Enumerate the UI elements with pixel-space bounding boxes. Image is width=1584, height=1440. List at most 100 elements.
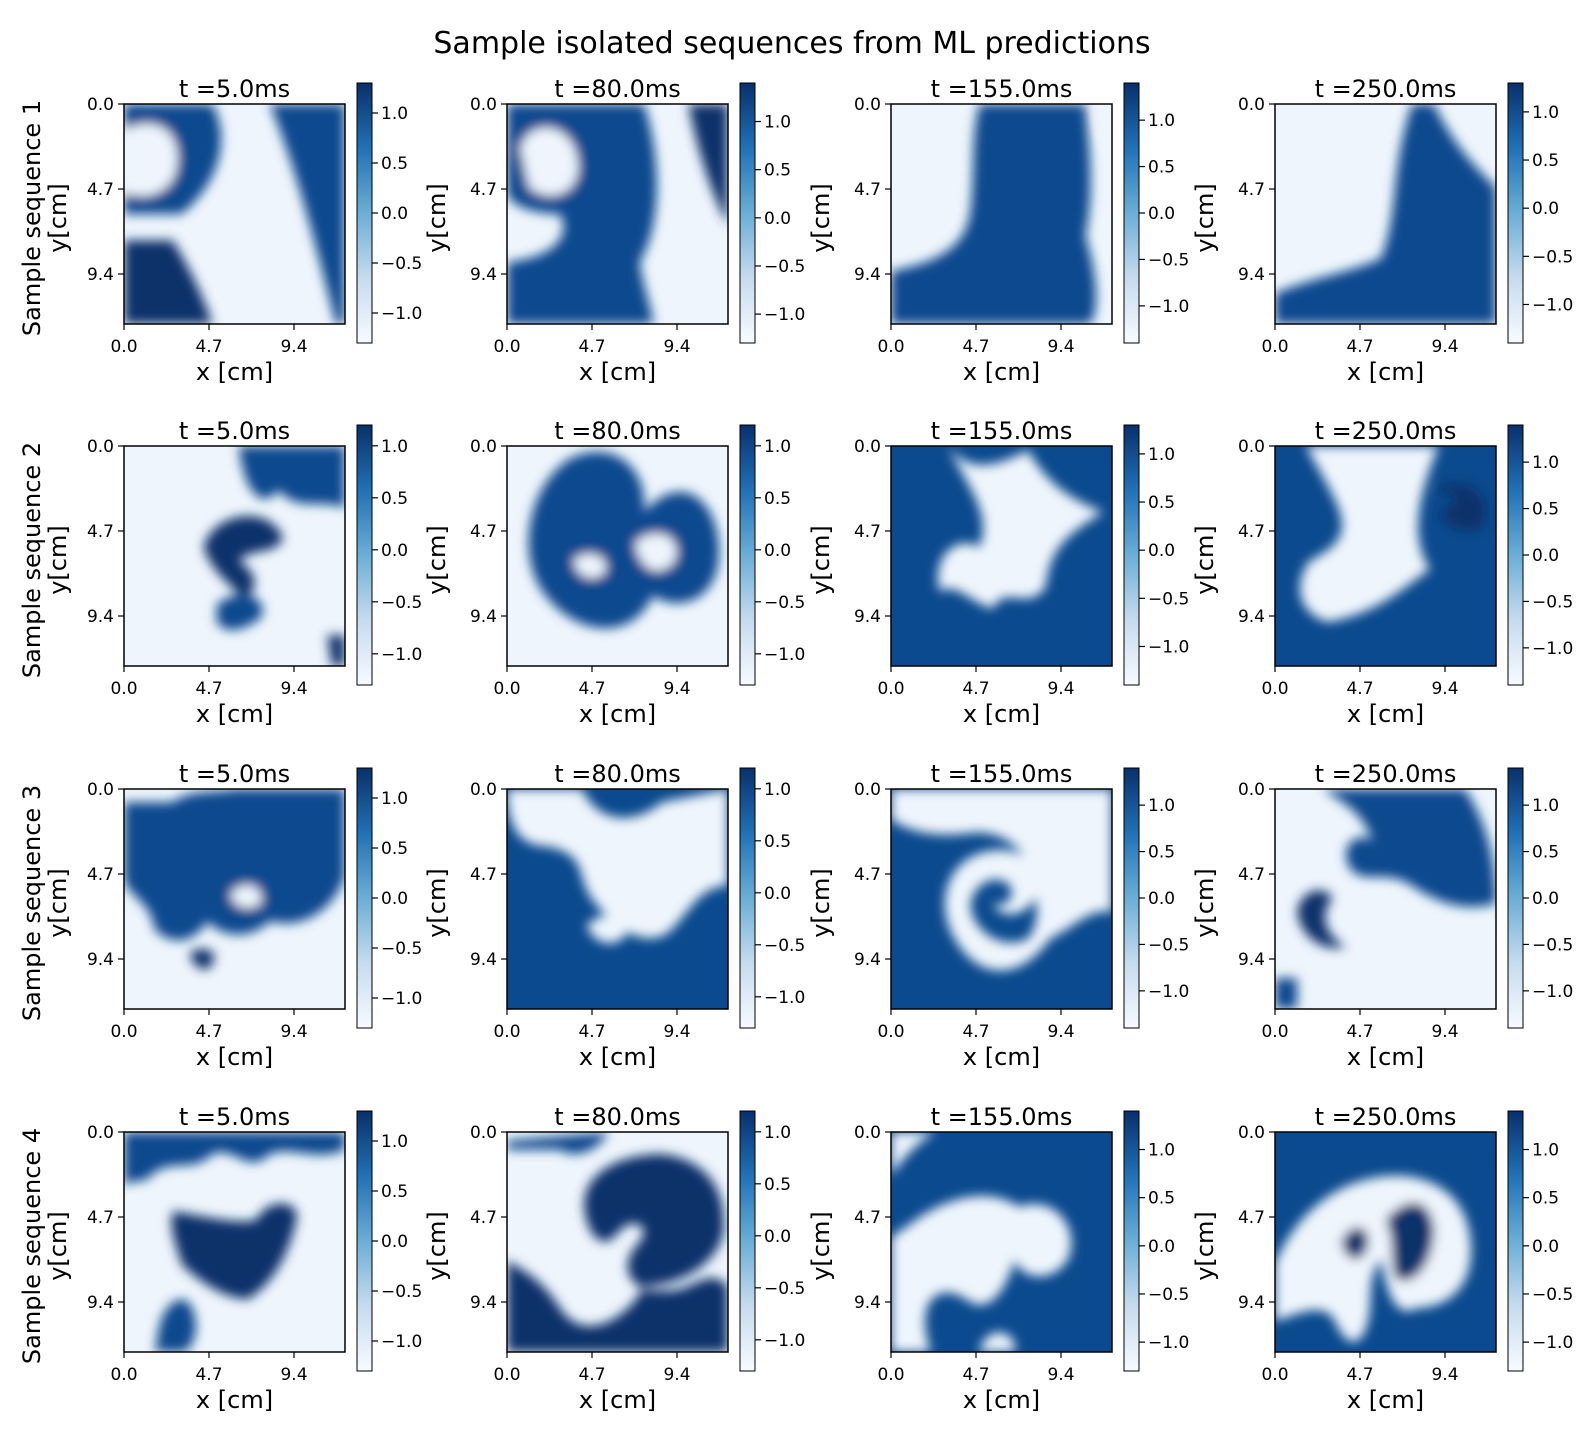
light-region (230, 885, 262, 908)
dense-region (216, 595, 263, 630)
x-tick-label: 0.0 (110, 679, 137, 699)
panel-title: t =80.0ms (554, 417, 680, 445)
colorbar-tick-label: −0.5 (1532, 935, 1573, 955)
colorbar (739, 424, 756, 686)
y-tick-label: 4.7 (87, 1208, 114, 1228)
y-tick-label: 0.0 (1238, 1123, 1265, 1143)
light-region (573, 554, 607, 578)
dense-region (1434, 483, 1486, 531)
colorbar (739, 1110, 756, 1372)
colorbar (356, 424, 373, 686)
colorbar-tick-label: −0.5 (764, 936, 805, 956)
panel-r4-c1: t =5.0ms 0.0 4.7 9.4 0.0 4.7 9.4 x [cm] y[cm] 1.0… (44, 1103, 422, 1414)
colorbar-tick-label: −0.5 (381, 939, 422, 959)
colorbar-tick-label: 1.0 (381, 789, 408, 809)
y-tick-label: 4.7 (854, 865, 881, 885)
panel-r4-c3: t =155.0ms 0.0 4.7 9.4 0.0 4.7 9.4 x [cm] y[cm] 1… (807, 1103, 1189, 1414)
colorbar-tick-label: 0.5 (381, 1182, 408, 1202)
panel-title: t =250.0ms (1315, 417, 1457, 445)
colorbar-tick-label: −0.5 (1148, 589, 1189, 609)
colorbar-tick-label: −1.0 (764, 988, 805, 1008)
x-tick-label: 4.7 (578, 337, 605, 357)
heatmap-field (1275, 104, 1496, 324)
light-region (1300, 446, 1439, 622)
x-tick-label: 0.0 (1261, 679, 1288, 699)
x-tick-label: 9.4 (1431, 337, 1458, 357)
colorbar-tick-label: 0.5 (1148, 158, 1175, 178)
x-tick-label: 4.7 (195, 1022, 222, 1042)
x-axis-label: x [cm] (579, 358, 656, 386)
y-tick-label: 9.4 (1238, 265, 1265, 285)
panel-title: t =155.0ms (931, 1103, 1073, 1131)
colorbar-tick-label: 0.0 (381, 1232, 408, 1252)
colorbar-tick-label: −1.0 (381, 989, 422, 1009)
dense-region (269, 104, 345, 324)
x-tick-label: 0.0 (877, 1022, 904, 1042)
y-tick-label: 9.4 (1238, 950, 1265, 970)
x-tick-label: 4.7 (962, 1365, 989, 1385)
colorbar-tick-label: −1.0 (1532, 639, 1573, 659)
x-tick-label: 9.4 (663, 679, 690, 699)
axes-frame (890, 788, 1113, 1010)
y-tick-label: 4.7 (470, 1208, 497, 1228)
colorbar (1507, 767, 1524, 1029)
colorbar-tick-label: −1.0 (764, 645, 805, 665)
colorbar (739, 767, 756, 1029)
x-tick-label: 4.7 (1346, 1022, 1373, 1042)
colorbar-tick-label: 0.0 (381, 889, 408, 909)
colorbar (1123, 767, 1140, 1029)
y-axis-label: y[cm] (423, 1211, 451, 1281)
y-tick-label: 9.4 (87, 1293, 114, 1313)
panel-r3-c2: t =80.0ms 0.0 4.7 9.4 0.0 4.7 9.4 x [cm] y[cm] 1.… (423, 760, 805, 1071)
dense-region (327, 635, 345, 666)
colorbar-tick-label: 1.0 (1532, 1141, 1559, 1161)
colorbar-tick-label: −1.0 (381, 645, 422, 665)
x-axis-label: x [cm] (963, 1386, 1040, 1414)
x-tick-label: 9.4 (1431, 679, 1458, 699)
panel-r1-c3: t =155.0ms 0.0 4.7 9.4 0.0 4.7 9.4 x [cm] y[cm] 1… (807, 75, 1189, 386)
x-tick-label: 0.0 (877, 679, 904, 699)
x-tick-label: 4.7 (195, 1365, 222, 1385)
dense-region (1275, 104, 1496, 324)
light-region (891, 1132, 936, 1176)
x-tick-label: 9.4 (1047, 337, 1074, 357)
y-axis-label: y[cm] (807, 868, 835, 938)
colorbar-tick-label: 1.0 (764, 437, 791, 457)
colorbar-tick-label: 0.0 (1532, 546, 1559, 566)
axes-frame (1274, 1131, 1497, 1353)
colorbar-tick-label: −1.0 (1148, 1333, 1189, 1353)
x-tick-label: 0.0 (1261, 1365, 1288, 1385)
heatmap-field (124, 104, 345, 324)
y-axis-label: y[cm] (44, 525, 72, 595)
dense-region (1297, 890, 1346, 949)
panel-r2-c3: t =155.0ms 0.0 4.7 9.4 0.0 4.7 9.4 x [cm] y[cm] 1… (807, 417, 1189, 728)
y-tick-label: 4.7 (470, 865, 497, 885)
colorbar-tick-label: 0.0 (764, 1227, 791, 1247)
colorbar-tick-label: 0.5 (1532, 1189, 1559, 1209)
y-tick-label: 4.7 (1238, 180, 1265, 200)
y-axis-label: y[cm] (807, 183, 835, 253)
dense-region (688, 104, 728, 225)
x-tick-label: 4.7 (578, 679, 605, 699)
panel-title: t =250.0ms (1315, 1103, 1457, 1131)
x-axis-label: x [cm] (196, 1043, 273, 1071)
light-region (1098, 104, 1112, 148)
axes-frame (123, 788, 346, 1010)
colorbar-tick-label: −1.0 (764, 305, 805, 325)
colorbar-tick-label: −1.0 (764, 1331, 805, 1351)
x-tick-label: 9.4 (663, 1022, 690, 1042)
x-axis-label: x [cm] (963, 1043, 1040, 1071)
x-axis-label: x [cm] (1347, 700, 1424, 728)
x-axis-label: x [cm] (1347, 358, 1424, 386)
x-tick-label: 0.0 (493, 337, 520, 357)
y-tick-label: 9.4 (854, 1293, 881, 1313)
x-tick-label: 0.0 (110, 1365, 137, 1385)
dense-region (154, 1299, 196, 1352)
panel-r2-c2: t =80.0ms 0.0 4.7 9.4 0.0 4.7 9.4 x [cm] y[cm] 1.… (423, 417, 805, 728)
panel-title: t =155.0ms (931, 75, 1073, 103)
dense-region (124, 789, 345, 941)
colorbar-tick-label: 0.0 (1148, 1237, 1175, 1257)
colorbar-tick-label: 0.0 (764, 541, 791, 561)
axes-frame (1274, 788, 1497, 1010)
